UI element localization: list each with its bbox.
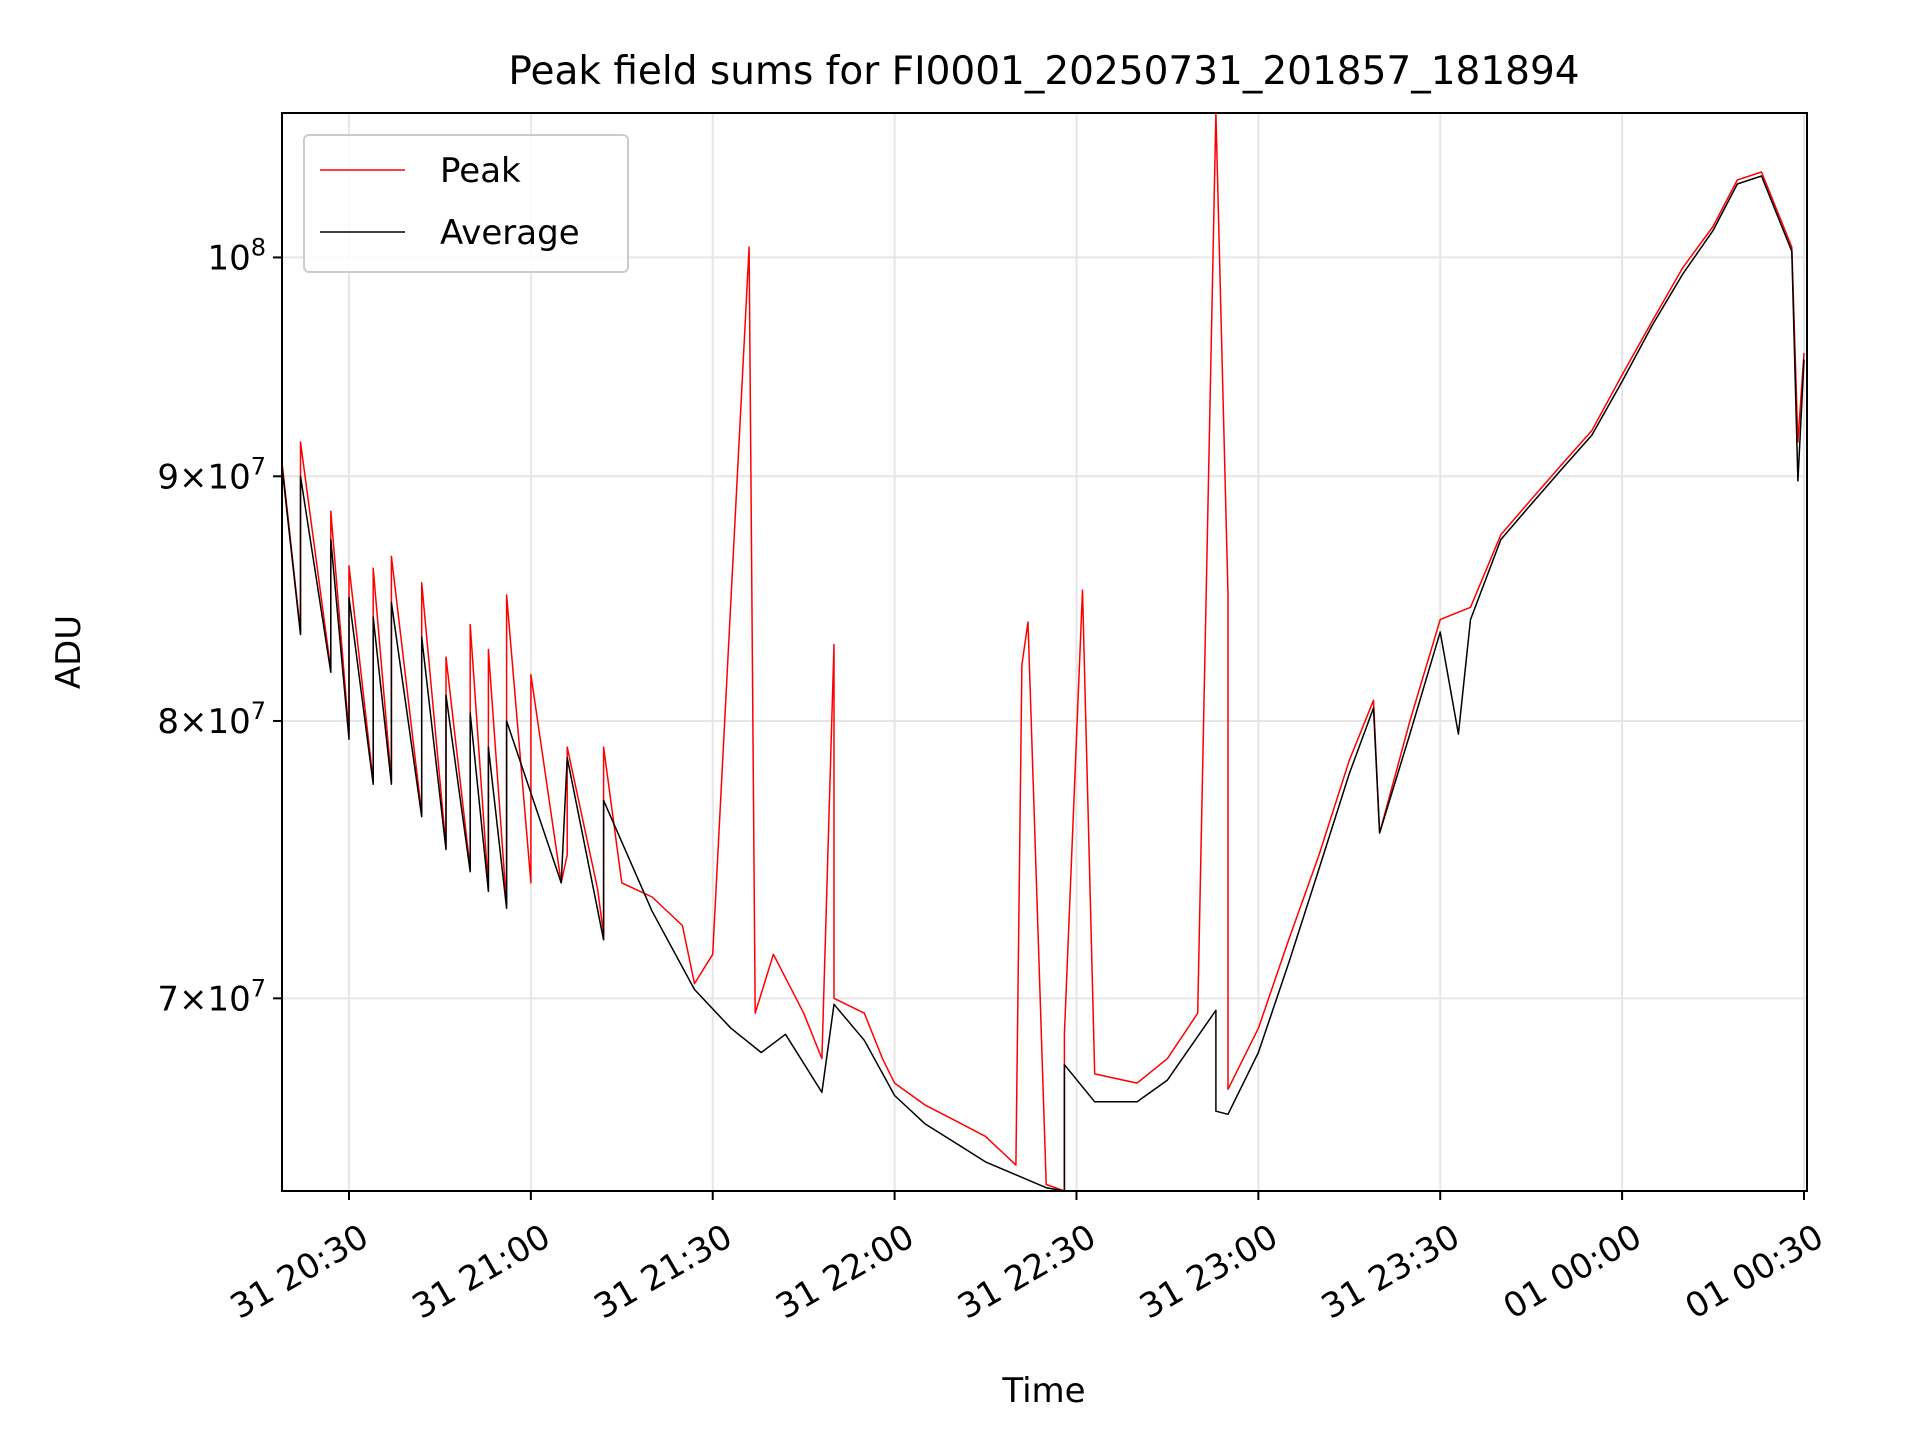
data-series [281,112,1805,1192]
y-tick-label: 8×107 [157,697,266,742]
y-tick-label: 9×107 [157,452,266,497]
legend: Peak Average [303,134,629,273]
y-tick-label: 7×107 [157,974,266,1019]
legend-label-peak: Peak [440,151,521,191]
series-line-average [281,175,1805,1192]
plot-frame [281,112,1808,1192]
y-tick-label: 108 [207,233,266,278]
grid-lines [282,113,1807,1191]
y-axis-label: ADU [49,615,89,689]
x-axis-label: Time [1001,1371,1085,1411]
chart-title: Peak field sums for FI0001_20250731_2018… [508,49,1579,94]
y-axis-ticks: 7×107 8×107 9×107 108 [157,233,282,1019]
plot-area [281,112,1808,1192]
legend-label-average: Average [440,213,580,253]
